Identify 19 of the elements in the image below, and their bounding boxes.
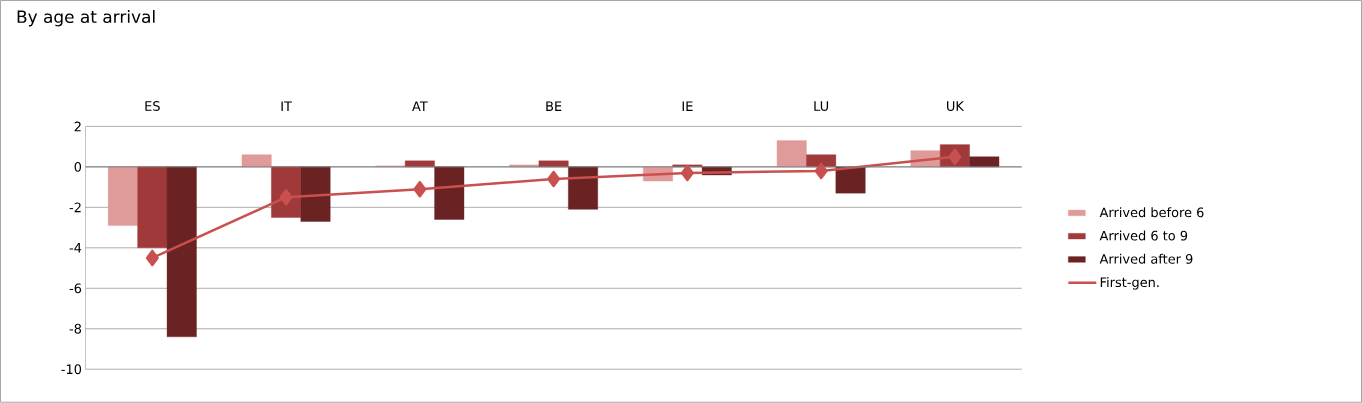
x-tick-label: ES [145,101,160,112]
y-tick-label: -8 [69,324,82,334]
y-tick-label: 0 [74,162,82,172]
y-tick-label: -2 [69,202,81,213]
legend-label: Arrived after 9 [1099,253,1193,264]
x-tick-label: IT [281,101,292,112]
x-tick-label: IE [682,101,693,112]
chart-title: By age at arrival [17,10,155,27]
x-tick-label: LU [814,101,829,112]
y-tick-label: -10 [61,364,82,375]
legend-label: Arrived 6 to 9 [1099,230,1188,241]
legend-label: Arrived before 6 [1099,207,1204,218]
legend-label: First-gen. [1100,277,1159,290]
y-tick-label: 2 [74,121,81,132]
y-tick-label: -6 [69,283,82,294]
x-tick-label: BE [546,101,562,112]
x-tick-label: UK [947,101,965,112]
x-tick-label: AT [412,101,428,112]
y-tick-label: -4 [69,243,82,253]
